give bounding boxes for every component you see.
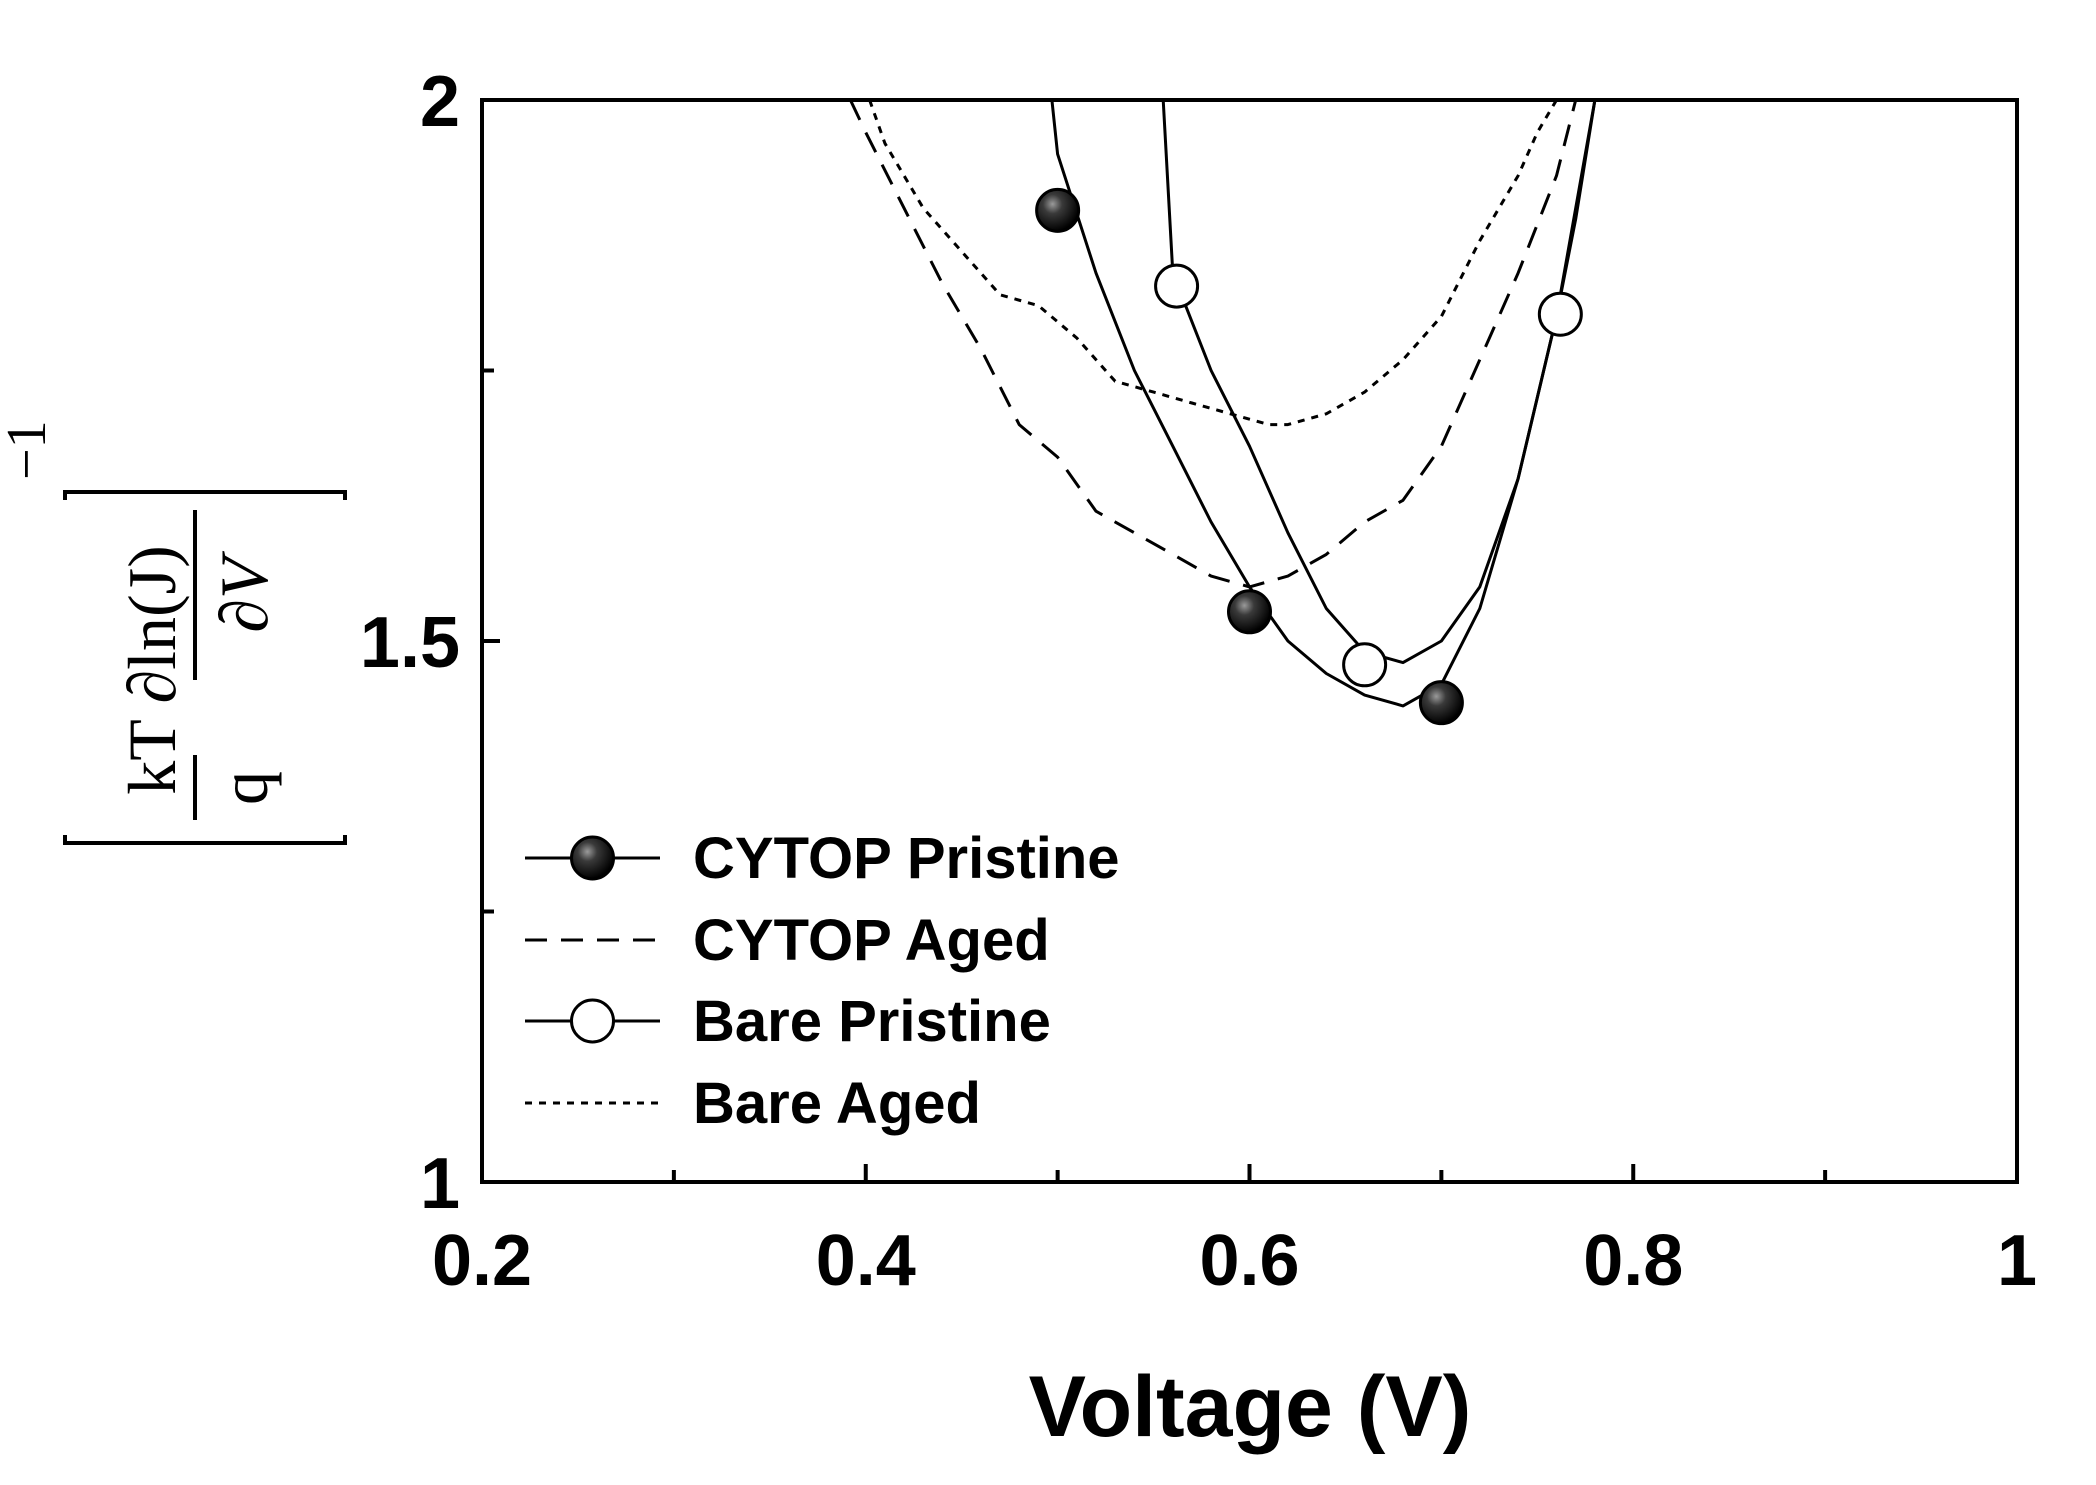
x-tick-label: 1 bbox=[1997, 1221, 2037, 1301]
legend-item-cytop-pristine: CYTOP Pristine bbox=[525, 826, 1120, 891]
x-tick-label: 0.8 bbox=[1583, 1221, 1683, 1301]
legend-label: CYTOP Pristine bbox=[693, 826, 1120, 891]
legend-marker-sample bbox=[570, 998, 615, 1044]
x-axis-title: Voltage (V) bbox=[1029, 1359, 1472, 1455]
legend-label: Bare Aged bbox=[693, 1071, 981, 1136]
series-line-bare-aged bbox=[868, 100, 1558, 427]
y-axis-title-denominator-q: q bbox=[206, 771, 282, 805]
series-line-cytop-aged bbox=[849, 100, 1578, 589]
y-axis-title-left-bracket bbox=[63, 835, 347, 845]
series-layer bbox=[849, 100, 1597, 708]
legend: CYTOP Pristine CYTOP Aged Bare Pristine Bar… bbox=[525, 826, 1120, 1136]
x-tick-label: 0.6 bbox=[1199, 1221, 1299, 1301]
legend-item-bare-pristine: Bare Pristine bbox=[525, 989, 1051, 1054]
series-line-cytop-pristine bbox=[1050, 100, 1597, 708]
data-point-cytop-pristine bbox=[1227, 589, 1272, 635]
legend-item-cytop-aged: CYTOP Aged bbox=[525, 908, 1050, 973]
y-tick-label: 2 bbox=[420, 62, 460, 142]
legend-label: Bare Pristine bbox=[693, 989, 1051, 1054]
data-point-cytop-pristine bbox=[1418, 680, 1464, 726]
legend-marker-sample bbox=[570, 835, 615, 881]
y-tick-label: 1 bbox=[420, 1144, 460, 1224]
data-point-cytop-pristine bbox=[1035, 187, 1081, 233]
y-axis-title-numerator: kT ∂ln(J) bbox=[114, 545, 190, 795]
legend-item-bare-aged: Bare Aged bbox=[525, 1071, 981, 1136]
y-tick-label: 1.5 bbox=[360, 603, 460, 683]
x-tick-label: 0.2 bbox=[432, 1221, 532, 1301]
x-axis-ticks bbox=[480, 1164, 2019, 1182]
y-axis-title: kT ∂ln(J) q ∂V −1 bbox=[0, 420, 347, 845]
data-point-bare-pristine bbox=[1154, 263, 1200, 309]
y-axis-title-exponent: −1 bbox=[0, 420, 58, 480]
x-tick-label: 0.4 bbox=[816, 1221, 916, 1301]
x-axis-tick-labels: 0.2 0.4 0.6 0.8 1 bbox=[432, 1221, 2037, 1301]
y-axis-tick-labels: 11.52 bbox=[360, 62, 460, 1224]
series-line-bare-pristine bbox=[1161, 100, 1597, 665]
y-axis-ticks bbox=[482, 98, 500, 1184]
y-axis-title-denominator-dv: ∂V bbox=[206, 550, 282, 633]
legend-label: CYTOP Aged bbox=[693, 908, 1050, 973]
data-point-bare-pristine bbox=[1342, 642, 1388, 688]
y-axis-title-right-bracket bbox=[63, 490, 347, 500]
marker-layer bbox=[1035, 187, 1583, 726]
data-point-bare-pristine bbox=[1537, 291, 1583, 337]
